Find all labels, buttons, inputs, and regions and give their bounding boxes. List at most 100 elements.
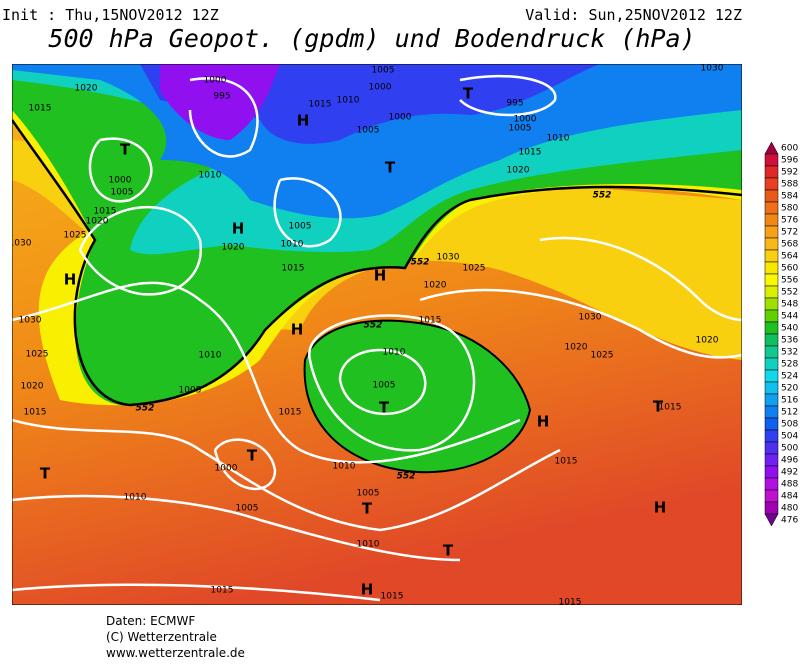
- isobar-label: 1030: [9, 239, 32, 249]
- map-area: 1020 1015 1000 995 H 1010 1005 1000 1015 1005 1000…: [9, 64, 742, 608]
- cutoff-low: [303, 319, 532, 474]
- pressure-center: T: [40, 465, 51, 483]
- colorbar-cell: [764, 393, 779, 407]
- colorbar-cell: [764, 309, 779, 323]
- colorbar-label: 520: [781, 384, 798, 394]
- colorbar-label: 568: [781, 240, 798, 250]
- isobar-label: 1000: [514, 115, 537, 125]
- website: www.wetterzentrale.de: [106, 646, 245, 660]
- pressure-center: H: [654, 499, 667, 517]
- colorbar-label: 572: [781, 228, 798, 238]
- isobar-label: 1025: [26, 350, 49, 360]
- isobar-label: 1005: [372, 66, 395, 76]
- contour-label: 552: [411, 258, 430, 268]
- copyright: (C) Wetterzentrale: [106, 630, 217, 644]
- colorbar-cell: [764, 417, 779, 431]
- pressure-center: H: [291, 321, 304, 339]
- pressure-center: T: [379, 399, 390, 417]
- colorbar-cell: [764, 477, 779, 491]
- colorbar-label: 528: [781, 360, 798, 370]
- colorbar-label: 540: [781, 324, 798, 334]
- isobar-label: 1010: [337, 96, 360, 106]
- isobar-label: 1015: [555, 457, 578, 467]
- isobar-label: 1000: [109, 176, 132, 186]
- colorbar-label: 532: [781, 348, 798, 358]
- colorbar-cell: [764, 237, 779, 251]
- pressure-center: T: [362, 500, 373, 518]
- colorbar-cell: [764, 261, 779, 275]
- colorbar-label: 600: [781, 144, 798, 154]
- isobar-label: 1015: [381, 592, 404, 602]
- colorbar-label: 588: [781, 180, 798, 190]
- colorbar-label: 524: [781, 372, 798, 382]
- isobar-label: 1030: [19, 316, 42, 326]
- isobar-label: 1020: [222, 243, 245, 253]
- pressure-center: T: [463, 85, 474, 103]
- colorbar-cell: [764, 321, 779, 335]
- colorbar-label: 516: [781, 396, 798, 406]
- isobar-label: 995: [213, 92, 230, 102]
- isobar-label: 1005: [111, 188, 134, 198]
- colorbar-cell: [764, 297, 779, 311]
- colorbar-label: 512: [781, 408, 798, 418]
- isobar-label: 1015: [559, 598, 582, 608]
- isobar-label: 1010: [357, 540, 380, 550]
- colorbar-label: 504: [781, 432, 798, 442]
- isobar-label: 1025: [64, 231, 87, 241]
- colorbar-label: 480: [781, 504, 798, 514]
- colorbar-label: 564: [781, 252, 798, 262]
- isobar-label: 1020: [507, 166, 530, 176]
- purple-core: [160, 64, 280, 140]
- colorbar-label: 544: [781, 312, 798, 322]
- isobar-label: 1010: [199, 351, 222, 361]
- isobar-label: 1010: [547, 134, 570, 144]
- isobar-label: 1015: [211, 586, 234, 596]
- colorbar-label: 500: [781, 444, 798, 454]
- isobar-label: 1020: [696, 336, 719, 346]
- pressure-center: H: [374, 267, 387, 285]
- colorbar-label: 576: [781, 216, 798, 226]
- colorbar-cell: [764, 453, 779, 467]
- colorbar-label: 496: [781, 456, 798, 466]
- isobar-label: 1015: [659, 403, 682, 413]
- colorbar-label: 560: [781, 264, 798, 274]
- colorbar-label: 488: [781, 480, 798, 490]
- pressure-center: H: [361, 581, 374, 599]
- contour-label: 552: [364, 321, 383, 331]
- source: Daten: ECMWF: [106, 614, 195, 628]
- contour-552: [12, 119, 742, 407]
- colorbar-cap: [764, 513, 779, 527]
- colorbar-cell: [764, 201, 779, 215]
- colorbar-label: 548: [781, 300, 798, 310]
- colorbar-cell: [764, 465, 779, 479]
- colorbar: 600 596 592 588 584 580 576 572 568 564 560 556 552 5…: [764, 141, 798, 527]
- isobar-label: 1025: [591, 351, 614, 361]
- colorbar-cap: [764, 141, 779, 155]
- isobar-label: 1005: [289, 222, 312, 232]
- isobar-label: 1015: [419, 316, 442, 326]
- contour-label: 552: [397, 472, 416, 482]
- colorbar-label: 536: [781, 336, 798, 346]
- isobars: [12, 74, 742, 602]
- isobar-label: 1010: [199, 171, 222, 181]
- colorbar-label: 484: [781, 492, 798, 502]
- colorbar-cell: [764, 225, 779, 239]
- pressure-center: T: [385, 159, 396, 177]
- isobar-label: 1030: [579, 313, 602, 323]
- isobar-label: 1005: [179, 386, 202, 396]
- isobar-label: 995: [506, 99, 523, 109]
- valid-time: Valid: Sun,25NOV2012 12Z: [525, 6, 742, 24]
- map-labels: 1020 1015 1000 995 H 1010 1005 1000 1015 1005 1000…: [9, 64, 724, 608]
- colorbar-cell: [764, 213, 779, 227]
- contour-label: 552: [593, 191, 612, 201]
- colorbar-label: 580: [781, 204, 798, 214]
- isobar-label: 1000: [369, 83, 392, 93]
- pressure-center: T: [120, 141, 131, 159]
- colorbar-label: 476: [781, 516, 798, 526]
- isobar-label: 1010: [383, 348, 406, 358]
- isobar-label: 1005: [357, 489, 380, 499]
- colorbar-cell: [764, 165, 779, 179]
- pressure-center: T: [247, 447, 258, 465]
- colorbar-cell: [764, 249, 779, 263]
